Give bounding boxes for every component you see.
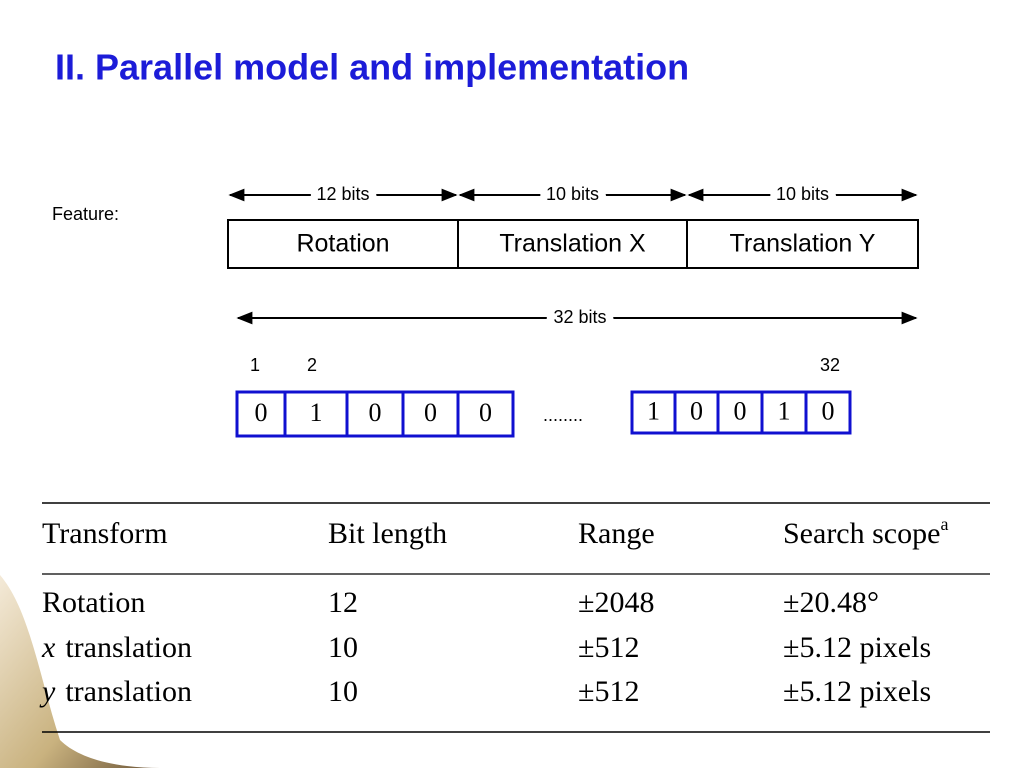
bit-position: 1 [250, 355, 260, 375]
table-cell: ±512 [578, 675, 639, 708]
bit: 0 [690, 396, 703, 425]
feature-label: Feature: [52, 204, 119, 224]
bit: 0 [369, 398, 382, 427]
cell-variable: y [39, 675, 56, 708]
table-header: Range [578, 517, 655, 550]
table-cell: 10 [328, 675, 358, 708]
bit-register [235, 390, 515, 438]
segment-bits: 10 bits [776, 184, 829, 204]
bit: 0 [822, 396, 835, 425]
bit: 0 [734, 396, 747, 425]
bit: 0 [424, 398, 437, 427]
table-cell: x translation [41, 631, 192, 664]
table-cell: Rotation [42, 586, 145, 619]
bit: 0 [479, 398, 492, 427]
bit: 1 [647, 396, 660, 425]
table-cell: ±2048 [578, 586, 654, 619]
bit-register [630, 390, 852, 435]
table-cell: ±512 [578, 631, 639, 664]
table-cell: 12 [328, 586, 358, 619]
field-label: Rotation [296, 230, 389, 258]
field-label: Translation Y [730, 230, 876, 258]
field-label: Translation X [499, 230, 646, 258]
bit: 1 [778, 396, 791, 425]
title: II. Parallel model and implementation [55, 47, 689, 88]
table-cell: y translation [39, 675, 192, 708]
cell-text: Rotation [42, 586, 145, 619]
segment-bits: 12 bits [316, 184, 369, 204]
bit-position: 2 [307, 355, 317, 375]
cell-text: translation [65, 631, 192, 664]
table-cell: ±20.48° [783, 586, 879, 619]
total-label: 32 bits [553, 307, 606, 327]
bit-position: 32 [820, 355, 840, 375]
table-header: Transform [42, 517, 168, 550]
bit: 1 [310, 398, 323, 427]
header-text: Search scope [783, 517, 940, 550]
cell-variable: x [41, 631, 56, 664]
table-cell: ±5.12 pixels [783, 631, 931, 664]
feature-box [227, 219, 919, 269]
ellipsis: ........ [543, 405, 583, 425]
table-cell: 10 [328, 631, 358, 664]
table-header: Bit length [328, 517, 447, 550]
cell-text: translation [65, 675, 192, 708]
table-header: Search scopea [783, 514, 948, 550]
segment-bits: 10 bits [546, 184, 599, 204]
bit: 0 [255, 398, 268, 427]
decoration [0, 575, 160, 768]
table-cell: ±5.12 pixels [783, 675, 931, 708]
header-note: a [940, 514, 948, 534]
